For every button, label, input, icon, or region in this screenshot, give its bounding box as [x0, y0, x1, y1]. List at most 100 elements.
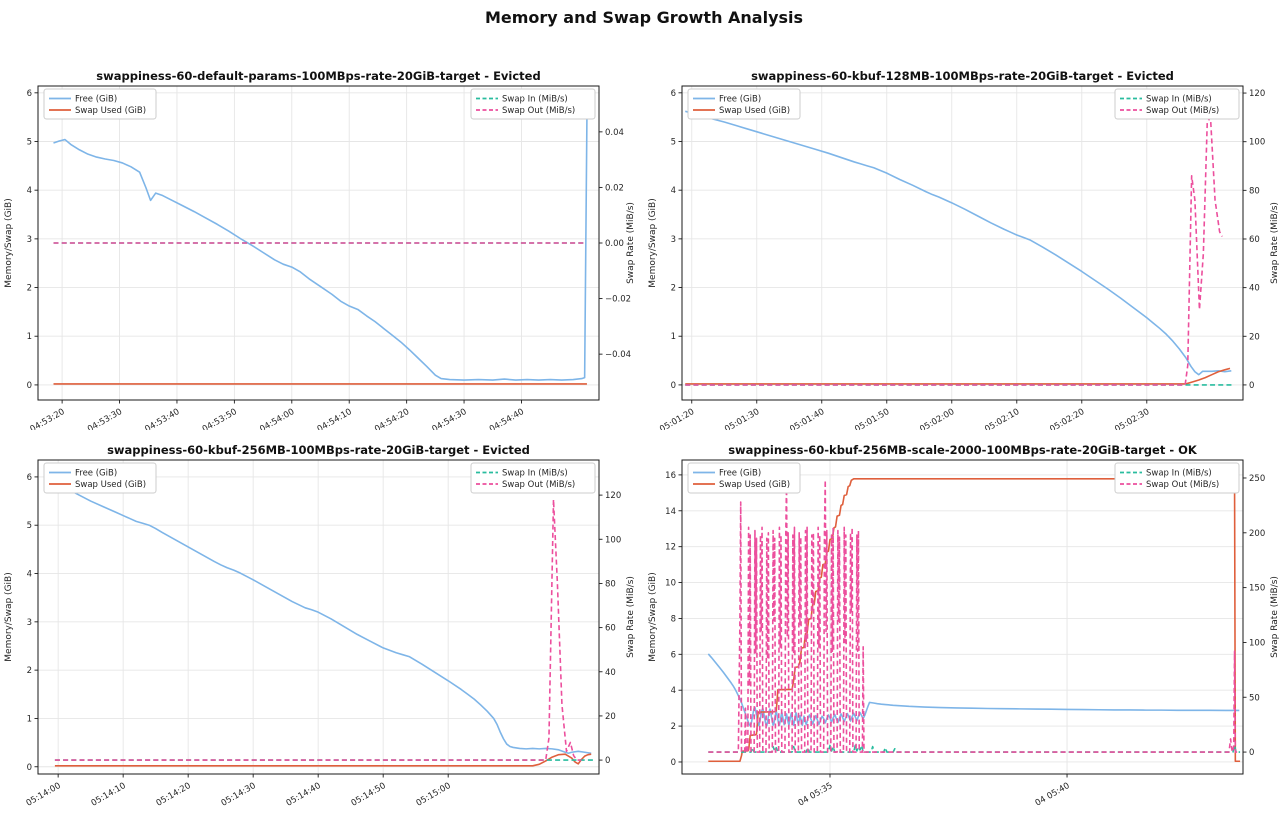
y-tick-label-right: 60 [605, 624, 616, 634]
series-swap-used-line [54, 753, 592, 767]
legend-swap-rate: Swap In (MiB/s)Swap Out (MiB/s) [1114, 462, 1240, 494]
y-tick-label-right: 40 [605, 668, 616, 678]
axes-frame [681, 459, 1244, 775]
plot-area: 05:01:20 05:01:30 05:01:40 05:01:50 05:02:00… [648, 85, 1280, 430]
y-tick-label-left: 2 [671, 722, 676, 732]
y-tick-label-right: 40 [1249, 284, 1260, 294]
y-tick-label-right: 80 [1249, 186, 1260, 196]
legend-memory: Free (GiB)Swap Used (GiB) [43, 462, 157, 494]
y-tick-label-right: −0.02 [605, 295, 631, 305]
axes-frame [681, 85, 1244, 401]
legend-memory: Free (GiB)Swap Used (GiB) [687, 462, 801, 494]
y-tick-label-left: 10 [665, 579, 676, 589]
y-axis-label-right: Swap Rate (MiB/s) [1270, 576, 1280, 658]
legend-label: Free (GiB) [75, 469, 117, 479]
y-tick-label-left: 2 [27, 666, 32, 676]
series-group [54, 481, 595, 767]
y-tick-label-right: 80 [605, 579, 616, 589]
y-tick-label-right: 120 [1249, 89, 1265, 99]
plot-area: 04:53:20 04:53:30 04:53:40 04:53:50 04:54:00… [4, 85, 636, 430]
y-tick-label-left: 8 [671, 614, 676, 624]
x-tick-label: 04:53:50 [201, 407, 239, 430]
y-tick-label-left: 4 [671, 686, 676, 696]
x-tick-label: 05:14:00 [25, 781, 63, 809]
y-tick-label-right: 60 [1249, 235, 1260, 245]
y-tick-label-left: 16 [665, 471, 676, 481]
y-tick-label-right: 200 [1249, 529, 1265, 539]
series-free-line [707, 653, 1240, 727]
series-free-line [685, 110, 1232, 376]
y-tick-label-right: 100 [605, 535, 621, 545]
x-tick-label: 05:01:40 [788, 407, 826, 430]
chart-panel-bottom-left: 05:14:00 05:14:10 05:14:20 05:14:30 05:14:40… [0, 430, 644, 824]
y-tick-label-left: 6 [671, 89, 676, 99]
x-tick-label: 05:14:10 [90, 781, 128, 809]
y-axis-label-left: Memory/Swap (GiB) [648, 198, 658, 287]
x-tick-label: 05:02:30 [1113, 407, 1151, 430]
y-tick-label-left: 5 [27, 137, 32, 147]
legend-swap-rate: Swap In (MiB/s)Swap Out (MiB/s) [470, 88, 596, 120]
y-tick-label-left: 12 [665, 543, 676, 553]
y-tick-label-right: 0.04 [605, 128, 624, 138]
legend-label: Free (GiB) [75, 95, 117, 105]
gridlines [682, 86, 1243, 400]
legend-label: Swap In (MiB/s) [502, 469, 568, 479]
series-free-line [53, 116, 588, 381]
x-tick-label: 05:01:30 [723, 407, 761, 430]
legend-label: Free (GiB) [719, 95, 761, 105]
tick-labels: 05:14:00 05:14:10 05:14:20 05:14:30 05:14:40… [25, 473, 622, 809]
x-tick-label: 05:01:50 [853, 407, 891, 430]
x-tick-label: 04:54:00 [258, 407, 296, 430]
y-tick-label-left: 0 [27, 381, 32, 391]
legend-label: Swap In (MiB/s) [1146, 469, 1212, 479]
y-tick-label-right: 0 [1249, 381, 1254, 391]
legend-label: Swap Out (MiB/s) [502, 106, 575, 116]
y-tick-label-right: 120 [605, 491, 621, 501]
x-tick-label: 05:14:40 [285, 781, 323, 809]
series-free-line [54, 481, 592, 755]
legend-label: Swap Out (MiB/s) [1146, 106, 1219, 116]
chart-title: swappiness-60-kbuf-256MB-scale-2000-100M… [728, 443, 1197, 457]
series-swap-out-line [685, 116, 1223, 386]
series-swap-used-line [685, 367, 1231, 385]
y-tick-label-right: 250 [1249, 474, 1265, 484]
tick-labels: 04:53:20 04:53:30 04:53:40 04:53:50 04:54:00… [27, 89, 631, 430]
legend-memory: Free (GiB)Swap Used (GiB) [687, 88, 801, 120]
y-tick-label-left: 3 [27, 235, 32, 245]
y-tick-label-left: 14 [665, 507, 676, 517]
tick-labels: 05:01:20 05:01:30 05:01:40 05:01:50 05:02:00… [658, 89, 1265, 430]
legend-label: Swap In (MiB/s) [1146, 95, 1212, 105]
y-tick-label-right: 0.00 [605, 239, 624, 249]
legend-swap-rate: Swap In (MiB/s)Swap Out (MiB/s) [1114, 88, 1240, 120]
legend-label: Swap Out (MiB/s) [502, 480, 575, 490]
x-tick-label: 04:54:10 [316, 407, 354, 430]
legend-label: Swap Used (GiB) [75, 106, 146, 116]
chart-title: swappiness-60-kbuf-128MB-100MBps-rate-20… [751, 69, 1174, 83]
y-axis-label-left: Memory/Swap (GiB) [4, 572, 14, 661]
legend-label: Swap Used (GiB) [719, 480, 790, 490]
y-tick-label-left: 4 [671, 186, 676, 196]
x-tick-label: 05:14:20 [155, 781, 193, 809]
y-tick-label-left: 0 [671, 381, 676, 391]
series-group [685, 110, 1235, 386]
chart-panel-top-left: 04:53:20 04:53:30 04:53:40 04:53:50 04:54:00… [0, 56, 644, 430]
y-tick-label-left: 1 [27, 332, 32, 342]
y-tick-label-left: 5 [671, 137, 676, 147]
y-tick-label-left: 2 [671, 284, 676, 294]
y-axis-label-right: Swap Rate (MiB/s) [1270, 202, 1280, 284]
y-tick-label-left: 4 [27, 570, 32, 580]
y-tick-label-left: 6 [27, 89, 32, 99]
y-tick-label-right: 150 [1249, 584, 1265, 594]
y-tick-label-left: 3 [671, 235, 676, 245]
y-axis-label-right: Swap Rate (MiB/s) [626, 576, 636, 658]
chart-title: swappiness-60-default-params-100MBps-rat… [96, 69, 541, 83]
y-tick-label-left: 3 [27, 618, 32, 628]
legend-label: Swap Out (MiB/s) [1146, 480, 1219, 490]
x-tick-label: 05:01:20 [658, 407, 696, 430]
figure-title: Memory and Swap Growth Analysis [484, 8, 804, 27]
y-tick-label-left: 6 [671, 650, 676, 660]
series-group [707, 478, 1241, 763]
plot-area: 04 05:35 04 05:40 0 2 4 6 8 10 12 14 16 0 50 100 150 20… [648, 459, 1280, 809]
x-tick-label: 04:53:40 [143, 407, 181, 430]
series-swap-out-line [708, 479, 1241, 753]
